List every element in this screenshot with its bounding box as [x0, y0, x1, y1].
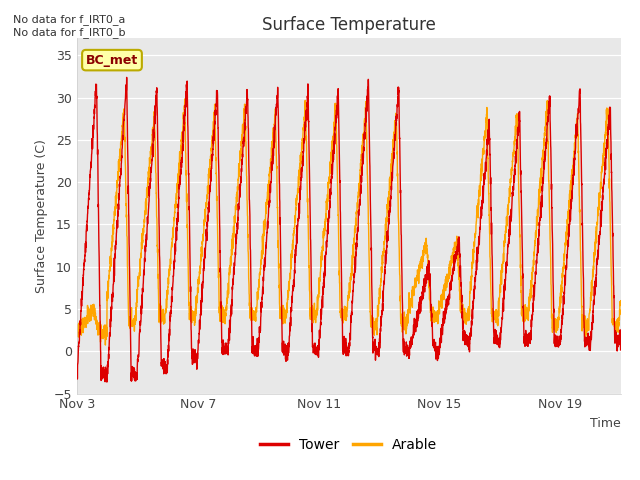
- Y-axis label: Surface Temperature (C): Surface Temperature (C): [35, 139, 48, 293]
- Legend: Tower, Arable: Tower, Arable: [255, 432, 443, 458]
- Text: BC_met: BC_met: [86, 54, 138, 67]
- Text: No data for f_IRT0_a
No data for f_IRT0_b: No data for f_IRT0_a No data for f_IRT0_…: [13, 14, 125, 38]
- X-axis label: Time: Time: [590, 417, 621, 430]
- Title: Surface Temperature: Surface Temperature: [262, 16, 436, 34]
